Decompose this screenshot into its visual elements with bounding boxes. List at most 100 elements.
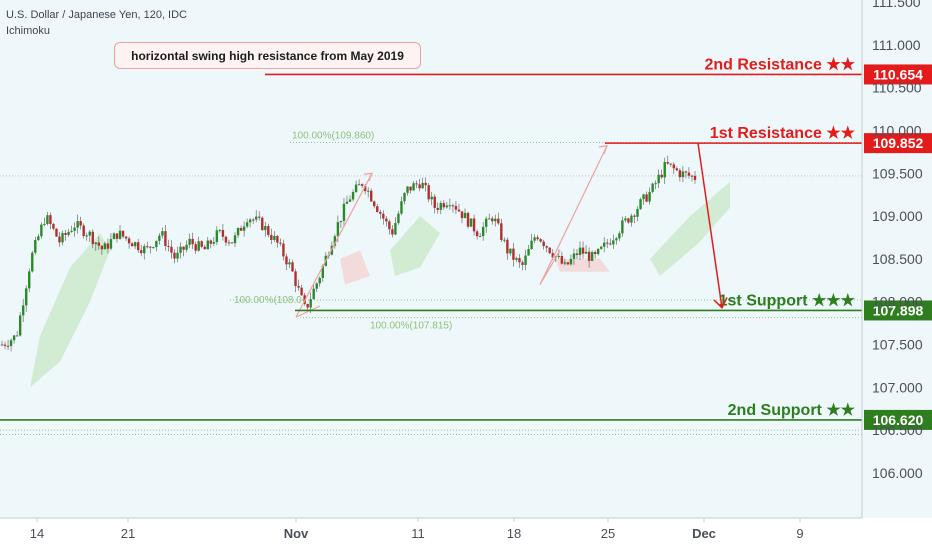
cloud-bearish [555, 258, 610, 272]
candle-body [255, 216, 258, 220]
candle-body [233, 235, 237, 244]
price-tag-value: 106.620 [873, 412, 924, 428]
candle-body [403, 192, 406, 202]
candle-body [339, 220, 343, 223]
cloud-bullish [650, 181, 730, 277]
candle-body [569, 258, 573, 265]
candle-body [152, 247, 155, 249]
candle-body [100, 245, 104, 250]
candle-body [267, 226, 270, 235]
candle-body [46, 215, 49, 224]
candle-body [170, 246, 173, 253]
candle-body [481, 226, 485, 237]
candle-body [37, 236, 40, 240]
candle-body [58, 236, 61, 243]
price-tick-label: 106.500 [872, 422, 923, 438]
candle-body [34, 239, 37, 253]
candle-body [388, 221, 391, 230]
candle-body [587, 251, 591, 261]
candle-body [430, 196, 433, 200]
candle-body [312, 288, 315, 300]
candle-body [560, 255, 564, 264]
price-tag [864, 64, 932, 85]
candle-body [630, 215, 633, 223]
candle-body [276, 235, 279, 243]
fib-label: 100.00%(107.815) [370, 321, 452, 332]
candle-body [669, 163, 672, 165]
candle-body [146, 246, 149, 248]
candle-body [427, 185, 430, 200]
swing-arrow [539, 145, 608, 285]
candle-body [566, 262, 570, 265]
candle-body [40, 224, 43, 237]
candle-body [672, 164, 676, 169]
candle-body [342, 203, 346, 221]
resistance-label: 1st Resistance ★★ [710, 125, 856, 142]
candle-body [321, 265, 324, 278]
projection-arrow [697, 143, 723, 308]
candle-body [475, 231, 479, 237]
cloud-bearish [340, 250, 370, 285]
candle-body [0, 344, 4, 346]
candle-body [236, 228, 240, 236]
candle-body [15, 335, 19, 337]
candle-body [9, 340, 13, 347]
candle-body [52, 223, 55, 229]
candle-body [494, 218, 497, 222]
candle-body [654, 183, 657, 185]
time-axis [0, 518, 932, 550]
candle-body [140, 250, 143, 254]
candle-body [348, 199, 352, 202]
candle-body [376, 206, 379, 212]
candle-body [551, 253, 554, 258]
candle-body [533, 237, 536, 241]
candle-body [690, 175, 694, 177]
projection-arrowhead [713, 297, 728, 309]
candle-body [176, 252, 179, 259]
candle-body [264, 226, 267, 231]
candle-body [478, 236, 482, 238]
price-tick-label: 110.000 [872, 122, 922, 138]
candle-body [373, 201, 376, 207]
time-tick-label: 14 [30, 526, 44, 541]
candle-body [460, 211, 464, 219]
candle-body [21, 305, 25, 316]
candle-body [239, 228, 243, 231]
candle-body [693, 175, 697, 181]
candle-body [397, 213, 400, 224]
candle-body [248, 219, 252, 223]
price-tag-value: 107.898 [873, 302, 924, 318]
candle-body [6, 345, 10, 347]
time-tick-label: 25 [601, 526, 615, 541]
candle-body [209, 240, 213, 244]
candle-body [424, 182, 427, 186]
candle-body [584, 251, 588, 254]
candle-body [439, 203, 442, 210]
price-tick-label: 107.500 [872, 337, 923, 353]
candle-body [539, 239, 542, 242]
candle-body [503, 239, 506, 241]
fib-label: 100.00%(109.860) [292, 130, 374, 141]
candle-body [466, 212, 470, 227]
candle-body [360, 184, 364, 186]
candle-body [28, 271, 31, 289]
candle-body [333, 236, 337, 246]
candle-body [218, 230, 222, 232]
candle-body [536, 237, 539, 240]
candle-body [173, 252, 176, 259]
price-tick-label: 107.000 [872, 379, 923, 395]
swing-arrowhead [598, 145, 608, 155]
candle-body [530, 240, 533, 250]
candle-body [161, 231, 164, 236]
price-tick-label: 109.000 [872, 208, 923, 224]
candle-body [182, 246, 185, 250]
symbol-title: U.S. Dollar / Japanese Yen, 120, IDC [6, 9, 187, 21]
indicator-name: Ichimoku [6, 25, 51, 37]
candle-body [484, 218, 488, 227]
candle-body [97, 242, 101, 246]
candle-body [285, 256, 288, 265]
price-tick-label: 111.000 [872, 37, 921, 53]
candle-body [18, 315, 22, 336]
candle-body [509, 248, 512, 254]
